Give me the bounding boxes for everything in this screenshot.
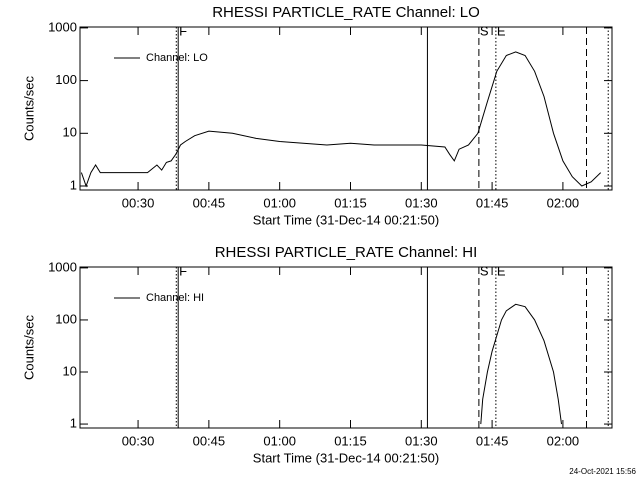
event-label: F	[179, 263, 187, 278]
y-axis-label: Counts/sec	[21, 75, 36, 141]
y-tick-label: 1000	[48, 19, 77, 34]
legend-label: Channel: LO	[146, 52, 208, 64]
x-tick-label: 00:30	[122, 433, 155, 448]
legend-label: Channel: HI	[146, 292, 204, 304]
x-tick-label: 01:30	[405, 433, 438, 448]
x-tick-label: 01:15	[334, 195, 367, 210]
x-tick-label: 00:45	[193, 433, 226, 448]
x-tick-label: 01:45	[476, 433, 509, 448]
event-label: E	[497, 23, 506, 38]
data-line	[480, 303, 562, 425]
y-tick-label: 10	[63, 363, 77, 378]
x-tick-label: 02:00	[547, 433, 580, 448]
x-tick-label: 02:00	[547, 195, 580, 210]
event-label: E	[497, 263, 506, 278]
event-label: F	[179, 23, 187, 38]
y-tick-label: 100	[55, 311, 77, 326]
x-tick-label: 01:15	[334, 433, 367, 448]
footer: 24-Oct-2021 15:56	[569, 467, 636, 476]
x-axis-label: Start Time (31-Dec-14 00:21:50)	[253, 212, 439, 227]
chart-title: RHESSI PARTICLE_RATE Channel: LO	[212, 4, 480, 21]
x-tick-label: 01:00	[263, 195, 296, 210]
y-tick-label: 10	[63, 125, 77, 140]
y-tick-label: 1	[70, 415, 77, 430]
event-label: S	[480, 23, 489, 38]
x-tick-label: 00:30	[122, 195, 155, 210]
y-tick-label: 100	[55, 72, 77, 87]
plot-frame	[79, 266, 613, 429]
event-label: S	[480, 263, 489, 278]
chart-title: RHESSI PARTICLE_RATE Channel: HI	[215, 244, 478, 261]
plot-frame	[79, 26, 613, 191]
x-tick-label: 01:00	[263, 433, 296, 448]
y-tick-label: 1000	[48, 259, 77, 274]
y-tick-label: 1	[70, 177, 77, 192]
x-tick-label: 00:45	[193, 195, 226, 210]
y-axis-label: Counts/sec	[21, 314, 36, 380]
data-line	[80, 51, 602, 188]
x-axis-label: Start Time (31-Dec-14 00:21:50)	[253, 450, 439, 465]
x-tick-label: 01:45	[476, 195, 509, 210]
x-tick-label: 01:30	[405, 195, 438, 210]
